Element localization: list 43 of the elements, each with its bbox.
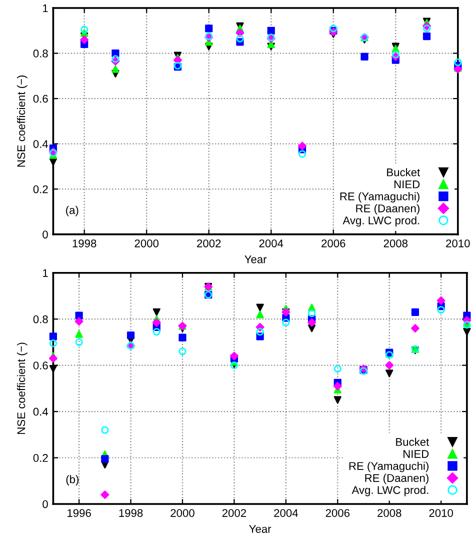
x-tick-label: 2002 [197, 239, 221, 248]
y-tick-label: 1 [43, 269, 48, 277]
y-tick-label: 1 [43, 4, 48, 12]
legend-label: Avg. LWC prod. [342, 216, 420, 227]
y-axis-title: NSE coefficient (−) [16, 75, 28, 167]
x-axis-title: Year [249, 525, 272, 533]
x-axis-title: Year [244, 256, 267, 264]
legend-label: NIED [404, 450, 429, 458]
x-tick-label: 1996 [68, 509, 91, 517]
x-tick-label: 1998 [119, 509, 143, 517]
y-tick-label: 0.2 [33, 185, 48, 194]
x-tick-label: 2010 [429, 509, 453, 517]
legend-label: NIED [394, 180, 420, 188]
x-tick-label: 2000 [170, 509, 194, 517]
y-tick-label: 0.8 [33, 315, 48, 324]
legend-label: Avg. LWC prod. [352, 486, 428, 496]
y-tick-label: 0.6 [33, 94, 48, 103]
y-tick-label: 0.4 [33, 140, 48, 148]
x-tick-label: 2004 [274, 509, 298, 517]
legend-label: RE (Daanen) [356, 204, 420, 215]
annotation: (a) [66, 206, 78, 216]
y-tick-label: 0.4 [33, 408, 48, 416]
legend-label: Bucket [387, 168, 420, 176]
x-tick-label: 2000 [134, 239, 159, 248]
legend-label: Bucket [396, 438, 430, 446]
legend-label: RE (Yamaguchi) [340, 192, 420, 203]
y-axis-title: NSE coefficient (−) [16, 342, 28, 434]
x-tick-label: 2006 [322, 239, 346, 248]
x-tick-label: 2004 [259, 239, 284, 248]
y-tick-label: 0.6 [33, 362, 48, 370]
x-tick-label: 1998 [72, 239, 96, 248]
y-tick-label: 0.2 [33, 454, 48, 462]
x-tick-label: 2010 [446, 239, 470, 248]
annotation: (b) [66, 475, 78, 486]
y-tick-label: 0 [42, 500, 48, 508]
x-tick-label: 2002 [222, 509, 246, 517]
legend-label: RE (Daanen) [365, 474, 428, 484]
legend-label: RE (Yamaguchi) [349, 462, 428, 472]
y-tick-label: 0.8 [33, 50, 48, 58]
x-tick-label: 2006 [326, 509, 350, 517]
y-tick-label: 0 [42, 230, 48, 238]
x-tick-label: 2008 [378, 509, 402, 517]
x-tick-label: 2008 [384, 239, 408, 248]
